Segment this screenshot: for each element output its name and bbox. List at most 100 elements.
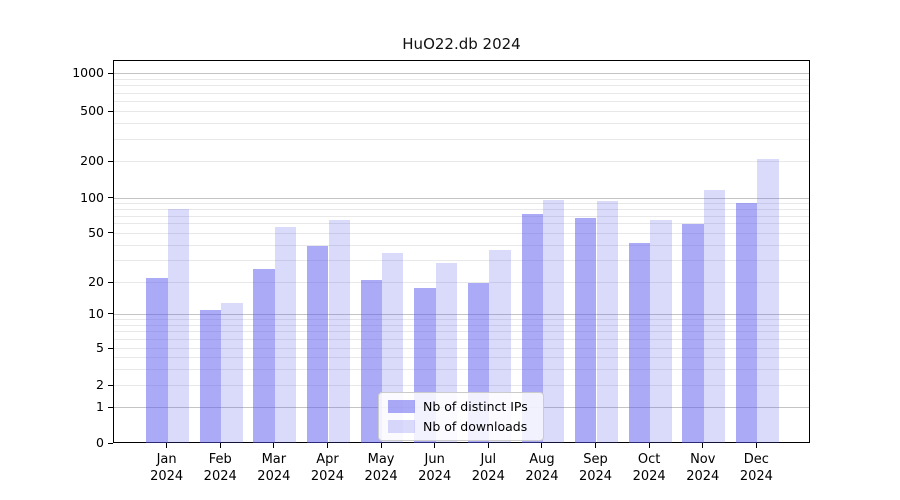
x-tick-label-line: 2024: [739, 469, 773, 484]
y-tick-label: 2: [96, 377, 104, 392]
x-tick-label-line: 2024: [310, 469, 344, 484]
y-tick-label: 10: [88, 305, 104, 321]
bar-downloads: [650, 219, 672, 443]
gridline-minor: [114, 318, 809, 320]
bar-distinct-ips: [521, 214, 543, 443]
x-tick-label-line: Apr: [316, 452, 339, 467]
x-tick-label: May 2024: [353, 451, 409, 485]
bar-distinct-ips: [253, 268, 275, 443]
x-tick-label-line: Nov: [690, 452, 716, 467]
plot-area: [113, 60, 810, 443]
x-tick-mark: [648, 443, 650, 448]
gridline-minor: [114, 260, 809, 262]
y-tick-label: 5: [96, 340, 104, 355]
x-tick-label-line: Jul: [480, 452, 497, 467]
x-tick-label-line: 2024: [257, 469, 291, 484]
gridline-minor: [114, 385, 809, 386]
bar-downloads: [703, 189, 726, 443]
gridline-major: [114, 73, 809, 74]
gridline-minor: [114, 223, 809, 225]
x-tick-mark: [755, 443, 757, 448]
bar-distinct-ips: [735, 202, 758, 443]
y-tick-mark: [108, 110, 113, 112]
y-tick-mark: [108, 442, 113, 444]
x-tick-label: Jan 2024: [139, 451, 195, 485]
x-tick-label-line: Jun: [424, 452, 445, 467]
gridline-minor: [114, 338, 809, 340]
y-tick-mark: [108, 281, 113, 283]
x-tick-label: Oct 2024: [621, 451, 677, 485]
y-tick-mark: [108, 313, 113, 314]
bar-distinct-ips: [628, 242, 651, 443]
legend-swatch-downloads: [388, 420, 415, 433]
bar-distinct-ips: [146, 277, 168, 443]
x-tick-label: Sep 2024: [568, 451, 624, 485]
y-tick-mark: [108, 72, 113, 74]
gridline-minor: [114, 282, 809, 283]
x-tick-label-line: 2024: [471, 469, 505, 484]
legend-swatch-distinct-ips: [388, 400, 415, 413]
gridline-minor: [114, 232, 809, 234]
x-tick-label-line: Dec: [743, 452, 769, 467]
y-tick-mark: [108, 406, 113, 408]
x-tick-label-line: 2024: [150, 469, 184, 484]
y-tick-label: 20: [88, 274, 104, 289]
y-tick-mark: [108, 384, 113, 386]
bar-distinct-ips: [682, 224, 704, 443]
gridline-major: [114, 313, 809, 315]
y-tick-label: 50: [88, 224, 104, 240]
x-tick-label-line: Mar: [261, 452, 287, 467]
y-tick-label: 500: [80, 103, 104, 118]
chart-title: HuO22.db 2024: [402, 35, 521, 53]
bar-downloads: [274, 226, 297, 443]
y-tick-label: 1000: [72, 65, 104, 80]
y-tick-label: 0: [96, 435, 104, 450]
gridline-minor: [114, 357, 809, 358]
gridline-minor: [114, 348, 809, 349]
gridline-minor: [114, 111, 809, 112]
x-tick-label: Apr 2024: [299, 451, 355, 485]
y-tick-mark: [108, 347, 113, 349]
legend-entry: Nb of distinct IPs: [388, 399, 534, 414]
bar-downloads: [167, 208, 189, 443]
gridline-minor: [114, 92, 809, 94]
bar-distinct-ips: [360, 280, 382, 443]
gridline-minor: [114, 215, 809, 217]
y-tick-label: 200: [80, 153, 104, 168]
gridline-minor: [114, 101, 809, 102]
legend-label: Nb of downloads: [423, 419, 528, 434]
x-tick-label: Feb 2024: [192, 451, 248, 485]
y-tick-label: 100: [80, 189, 104, 205]
x-tick-label: Dec 2024: [728, 451, 784, 485]
x-tick-mark: [326, 443, 328, 448]
x-tick-mark: [166, 443, 168, 448]
x-tick-label-line: Oct: [637, 452, 661, 467]
legend-label: Nb of distinct IPs: [423, 399, 528, 414]
gridline-minor: [114, 161, 809, 162]
x-tick-mark: [434, 443, 436, 448]
x-tick-label-line: 2024: [686, 469, 720, 484]
x-tick-label-line: Jan: [156, 452, 177, 467]
x-tick-label-line: 2024: [418, 469, 452, 484]
gridline-minor: [114, 368, 809, 370]
x-tick-mark: [487, 443, 489, 448]
x-tick-label-line: Aug: [529, 452, 555, 467]
x-tick-label-line: 2024: [525, 469, 559, 484]
bar-downloads: [596, 201, 618, 443]
bar-distinct-ips: [307, 245, 329, 443]
x-tick-label-line: 2024: [632, 469, 666, 484]
y-tick-label: 1: [96, 399, 104, 414]
bar-downloads: [221, 302, 243, 443]
gridline-major: [114, 197, 809, 199]
x-tick-label-line: Feb: [208, 452, 232, 467]
x-tick-label-line: May: [367, 452, 395, 467]
x-tick-mark: [219, 443, 221, 448]
gridline-minor: [114, 123, 809, 125]
gridline-minor: [114, 331, 809, 333]
bar-downloads: [757, 159, 779, 443]
y-tick-mark: [108, 197, 113, 198]
gridline-minor: [114, 202, 809, 204]
bar-downloads: [328, 219, 350, 443]
bar-distinct-ips: [575, 218, 597, 443]
x-tick-label-line: 2024: [203, 469, 237, 484]
